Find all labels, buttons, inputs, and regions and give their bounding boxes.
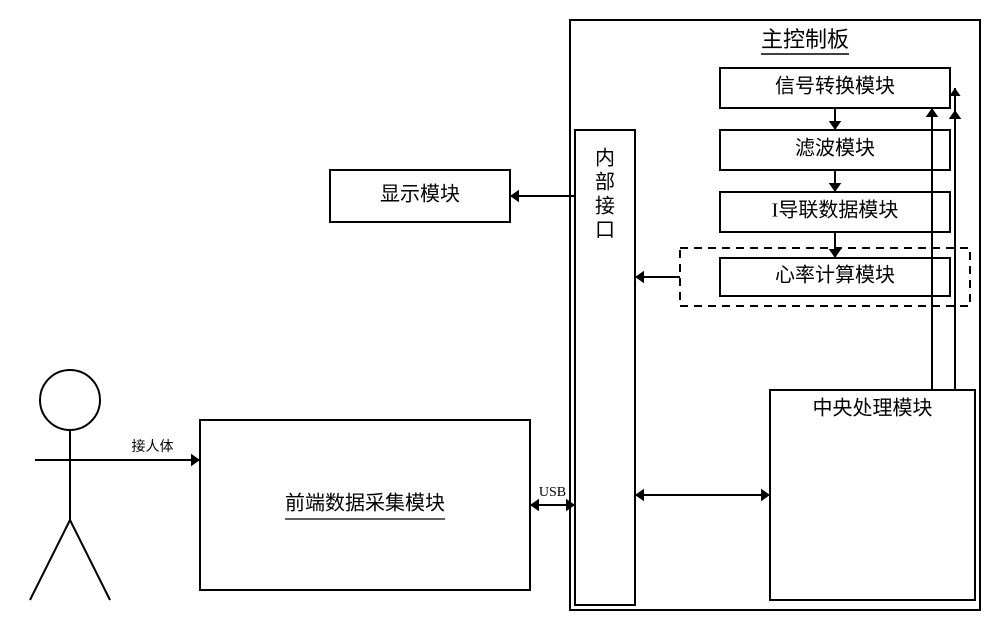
connect-body-label: 接人体 — [132, 438, 174, 455]
signal-conversion-label: 信号转换模块 — [775, 75, 895, 98]
heart-rate-label: 心率计算模块 — [775, 264, 895, 287]
internal-interface-label: 内 — [595, 147, 615, 170]
line-element — [30, 520, 70, 600]
polygon-element — [949, 110, 962, 119]
display-label: 显示模块 — [380, 183, 460, 206]
polygon-element — [829, 183, 842, 192]
polygon-element — [635, 489, 644, 502]
cpu-label: 中央处理模块 — [813, 397, 933, 420]
polygon-element — [510, 190, 519, 203]
internal-interface-label: 接 — [595, 195, 615, 218]
polygon-element — [829, 249, 842, 258]
lead-data-label: I导联数据模块 — [772, 199, 899, 222]
polygon-element — [761, 489, 770, 502]
main-board-title: 主控制板 — [761, 27, 849, 52]
polygon-element — [949, 88, 960, 96]
polygon-element — [926, 108, 939, 117]
usb-label: USB — [539, 485, 566, 500]
polygon-element — [191, 454, 200, 467]
polygon-element — [530, 499, 539, 512]
filter-label: 滤波模块 — [795, 137, 875, 160]
line-element — [70, 520, 110, 600]
cpu-box — [770, 390, 975, 600]
internal-interface-label: 部 — [595, 171, 615, 194]
polygon-element — [829, 121, 842, 130]
polygon-element — [635, 271, 644, 284]
internal-interface-label: 口 — [595, 220, 615, 242]
frontend-label: 前端数据采集模块 — [285, 492, 445, 515]
person-icon — [40, 370, 100, 430]
